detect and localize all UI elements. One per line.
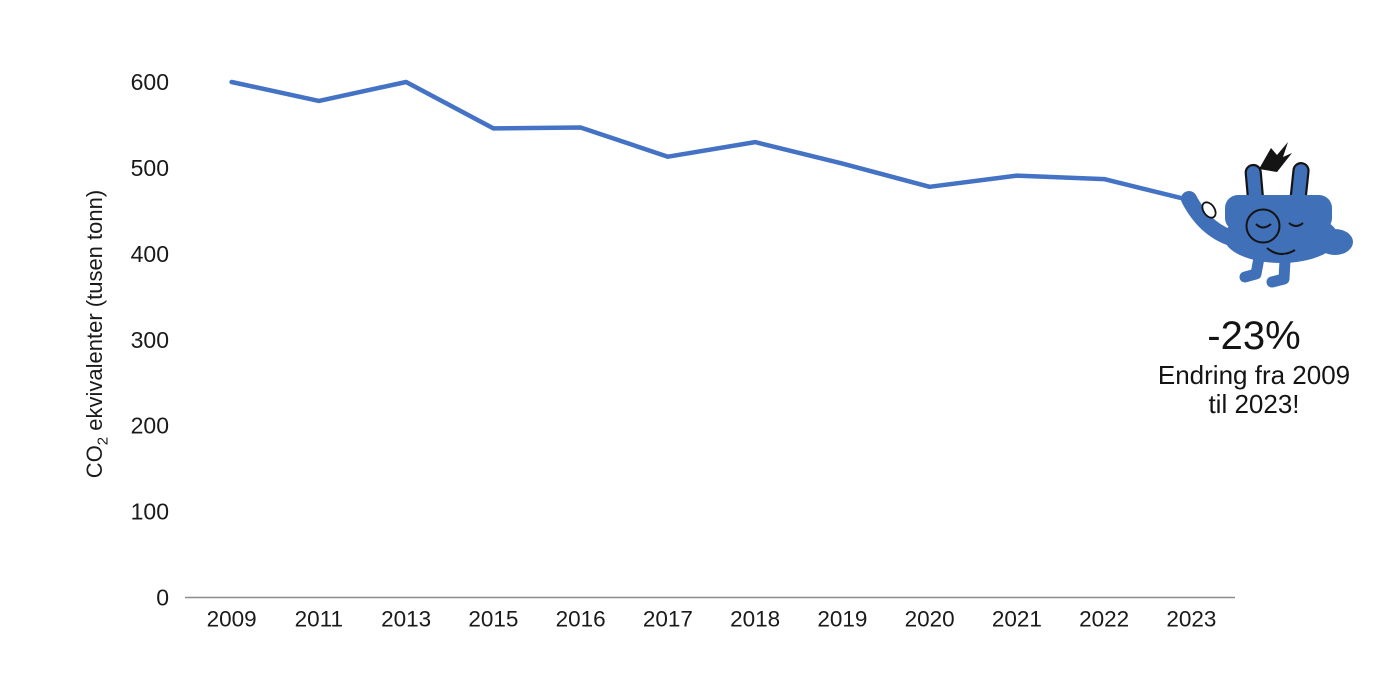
x-tick-label: 2013 bbox=[381, 607, 431, 632]
x-tick-label: 2015 bbox=[468, 607, 518, 632]
y-tick-label: 400 bbox=[131, 241, 169, 267]
change-percentage-label: -23% bbox=[1207, 314, 1301, 358]
closed-eye-right bbox=[1288, 222, 1304, 227]
x-tick-label: 2022 bbox=[1079, 607, 1129, 632]
x-tick-label: 2017 bbox=[643, 607, 693, 632]
change-description-line2: til 2023! bbox=[1208, 389, 1300, 420]
y-tick-label: 100 bbox=[131, 499, 169, 525]
x-tick-label: 2019 bbox=[817, 607, 867, 632]
y-tick-label: 600 bbox=[131, 69, 169, 95]
lightning-icon bbox=[1259, 142, 1292, 172]
x-tick-label: 2011 bbox=[295, 607, 343, 632]
y-axis-title-prefix: CO bbox=[82, 445, 107, 479]
smile bbox=[1266, 247, 1296, 255]
plug-belly bbox=[1224, 211, 1338, 263]
change-annotation: -23% Endring fra 2009 til 2023! bbox=[1128, 315, 1380, 419]
x-tick-label: 2021 bbox=[992, 607, 1042, 632]
y-tick-label: 200 bbox=[131, 413, 169, 439]
change-description-line1: Endring fra 2009 bbox=[1157, 360, 1351, 390]
x-tick-label: 2023 bbox=[1166, 607, 1216, 632]
x-tick-label: 2009 bbox=[207, 607, 257, 632]
plug-right-arm bbox=[1317, 229, 1353, 255]
x-tick-label: 2018 bbox=[730, 607, 780, 632]
pointing-arm bbox=[1181, 191, 1246, 248]
closed-eye-left bbox=[1255, 223, 1272, 229]
y-tick-label: 0 bbox=[156, 585, 169, 611]
y-tick-label: 500 bbox=[131, 155, 169, 181]
y-axis-title-suffix: ekvivalenter (tusen tonn) bbox=[82, 189, 107, 437]
y-axis-title: CO2 ekvivalenter (tusen tonn) bbox=[82, 169, 111, 499]
x-tick-label: 2016 bbox=[556, 607, 606, 632]
plug-mascot-illustration bbox=[1181, 142, 1353, 288]
y-tick-label: 300 bbox=[131, 327, 169, 353]
face-ring bbox=[1245, 208, 1281, 244]
y-axis-title-subscript: 2 bbox=[94, 436, 112, 446]
leg-right bbox=[1266, 254, 1291, 288]
leg-left bbox=[1239, 252, 1265, 283]
fingernail bbox=[1201, 201, 1217, 219]
emissions-line-series bbox=[229, 79, 1194, 203]
x-tick-label: 2020 bbox=[905, 607, 955, 632]
